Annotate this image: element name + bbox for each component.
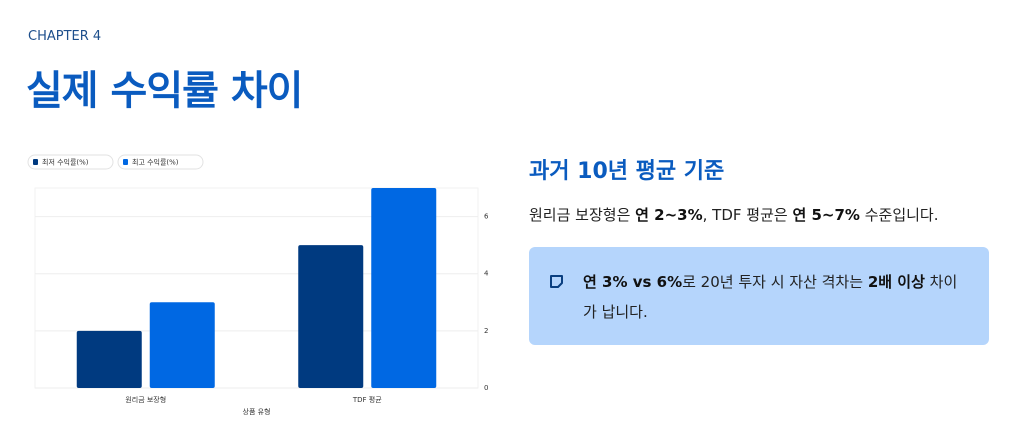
legend-swatch [33,159,38,165]
text: 차이가 납니다. [583,273,958,321]
bar [371,188,437,388]
y-tick-label: 0 [484,384,488,392]
bold-text: 연 3% vs 6% [583,273,683,291]
paragraph: 원리금 보장형은 연 2~3%, TDF 평균은 연 5~7% 수준입니다. [529,204,939,225]
legend-swatch [123,159,128,165]
legend-pill [27,154,114,170]
text: 수준입니다. [859,206,939,224]
x-axis-label: 상품 유형 [243,407,271,416]
bar [76,330,142,388]
bar [149,302,215,388]
legend-label: 최저 수익률(%) [42,158,89,167]
text: 원리금 보장형은 [529,206,636,224]
legend-label: 최고 수익률(%) [132,158,179,167]
x-tick-label: TDF 평균 [352,395,382,404]
legend-pill [117,154,204,170]
title: 실제 수익률 차이 [26,68,303,114]
note-icon [550,275,563,288]
chapter: CHAPTER 4 [28,29,102,44]
heading: 과거 10년 평균 기준 [529,159,725,184]
y-tick-label: 6 [484,213,489,221]
text: , TDF 평균은 [702,206,793,224]
bar [298,245,364,388]
callout: 연 3% vs 6%로 20년 투자 시 자산 격차는 2배 이상 차이가 납니… [529,247,989,345]
callout-text: 연 3% vs 6%로 20년 투자 시 자산 격차는 2배 이상 차이가 납니… [583,273,957,321]
bold-text: 연 2~3% [635,206,703,224]
x-tick-label: 원리금 보장형 [125,395,166,404]
y-tick-label: 2 [484,327,488,335]
y-tick-label: 4 [484,270,489,278]
bold-text: 2배 이상 [867,273,925,291]
text: 로 20년 투자 시 자산 격차는 [682,273,868,291]
bold-text: 연 5~7% [792,206,860,224]
